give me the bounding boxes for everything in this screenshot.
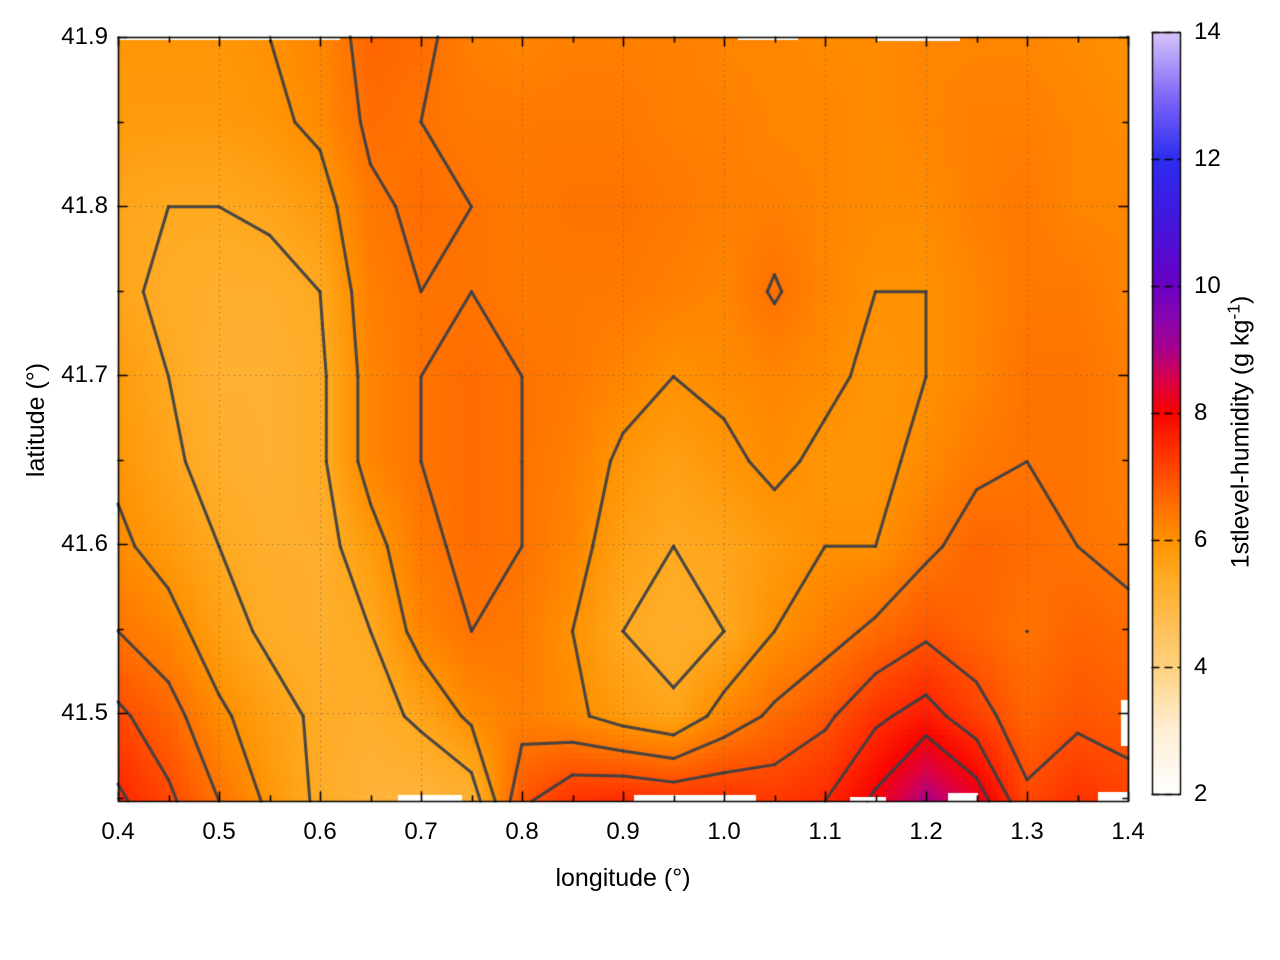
colorbar-tick-label: 2 <box>1194 780 1208 807</box>
colorbar-title-superscript: -1 <box>1223 304 1244 320</box>
colorbar-tick-label: 8 <box>1194 399 1208 426</box>
x-axis-title: longitude (°) <box>555 864 691 892</box>
y-axis-title: latitude (°) <box>22 362 50 478</box>
x-tick-label: 0.5 <box>202 818 236 845</box>
x-tick-label: 1.4 <box>1111 818 1145 845</box>
x-tick-label: 0.6 <box>303 818 337 845</box>
x-tick-label: 0.8 <box>505 818 539 845</box>
colorbar-tick-label: 10 <box>1194 272 1221 299</box>
x-tick-label: 1.2 <box>909 818 943 845</box>
colorbar-title: 1stlevel-humidity (g kg-1) <box>1219 296 1254 569</box>
x-tick-label: 1.3 <box>1010 818 1044 845</box>
colorbar-title-text: 1stlevel-humidity (g kg <box>1226 319 1255 569</box>
colorbar-tick-label: 12 <box>1194 145 1221 172</box>
colorbar-tick-label: 4 <box>1194 653 1208 680</box>
colorbar-tick-label: 6 <box>1194 526 1208 553</box>
x-tick-label: 0.4 <box>101 818 135 845</box>
y-tick-label: 41.8 <box>61 192 108 219</box>
y-tick-label: 41.6 <box>61 530 108 557</box>
x-tick-label: 0.9 <box>606 818 640 845</box>
colorbar-title-close: ) <box>1226 295 1255 305</box>
colorbar-tick-label: 14 <box>1194 18 1221 45</box>
y-tick-label: 41.7 <box>61 361 108 388</box>
x-tick-label: 0.7 <box>404 818 438 845</box>
y-tick-label: 41.9 <box>61 23 108 50</box>
x-tick-label: 1.1 <box>808 818 842 845</box>
x-tick-label: 1.0 <box>707 818 741 845</box>
y-tick-label: 41.5 <box>61 699 108 726</box>
